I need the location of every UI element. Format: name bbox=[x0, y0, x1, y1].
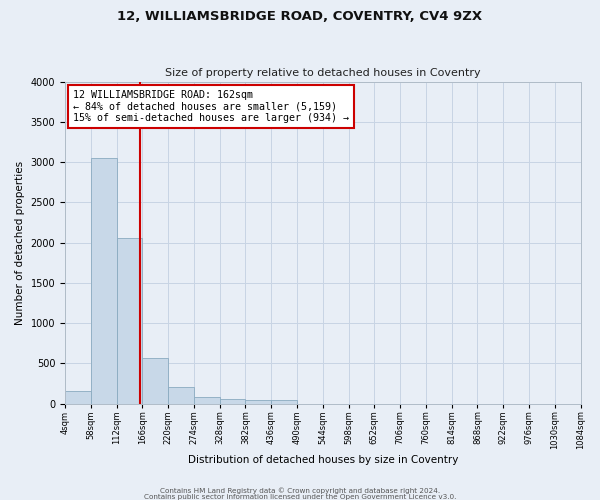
Bar bbox=[168, 388, 194, 404]
Text: Contains public sector information licensed under the Open Government Licence v3: Contains public sector information licen… bbox=[144, 494, 456, 500]
X-axis label: Distribution of detached houses by size in Coventry: Distribution of detached houses by size … bbox=[188, 455, 458, 465]
Text: 12, WILLIAMSBRIDGE ROAD, COVENTRY, CV4 9ZX: 12, WILLIAMSBRIDGE ROAD, COVENTRY, CV4 9… bbox=[118, 10, 482, 23]
Title: Size of property relative to detached houses in Coventry: Size of property relative to detached ho… bbox=[165, 68, 481, 78]
Text: 12 WILLIAMSBRIDGE ROAD: 162sqm
← 84% of detached houses are smaller (5,159)
15% : 12 WILLIAMSBRIDGE ROAD: 162sqm ← 84% of … bbox=[73, 90, 349, 123]
Bar bbox=[245, 400, 271, 404]
Y-axis label: Number of detached properties: Number of detached properties bbox=[15, 160, 25, 324]
Bar bbox=[91, 158, 116, 404]
Bar bbox=[142, 358, 168, 404]
Bar bbox=[65, 392, 91, 404]
Text: Contains HM Land Registry data © Crown copyright and database right 2024.: Contains HM Land Registry data © Crown c… bbox=[160, 487, 440, 494]
Bar bbox=[194, 397, 220, 404]
Bar bbox=[220, 398, 245, 404]
Bar bbox=[116, 238, 142, 404]
Bar bbox=[271, 400, 297, 404]
